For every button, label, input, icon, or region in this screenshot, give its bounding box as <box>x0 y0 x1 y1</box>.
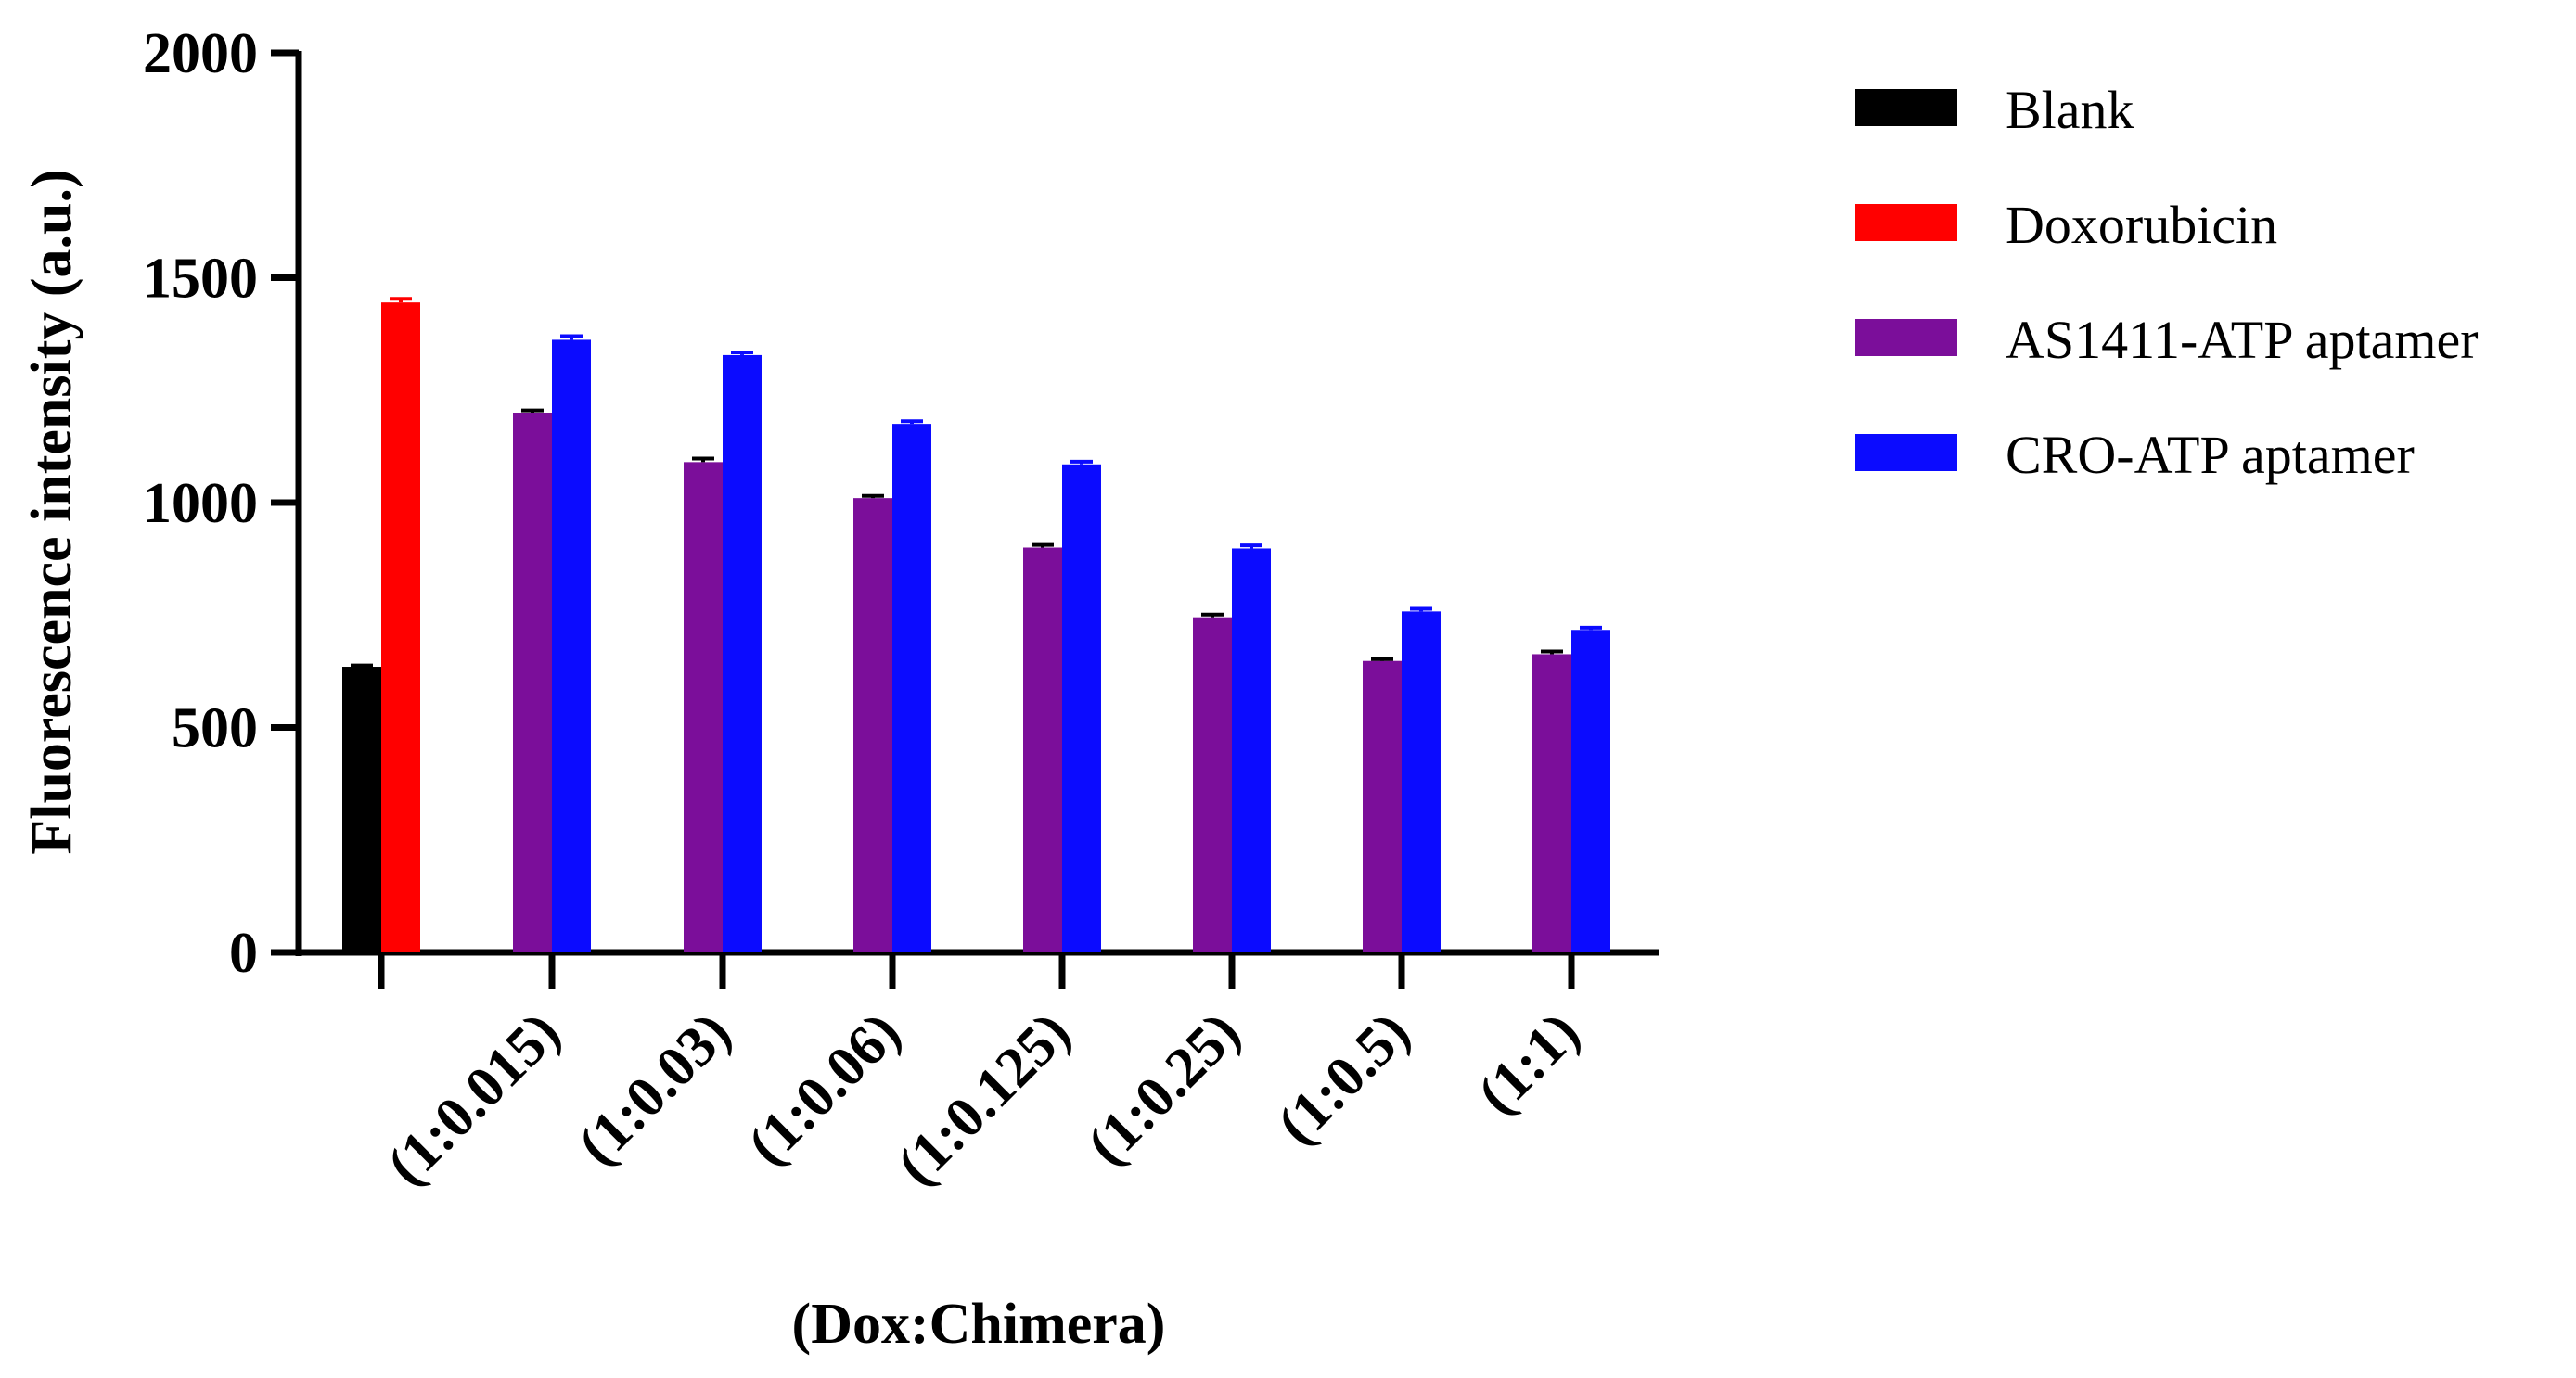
bar <box>552 339 591 952</box>
y-tick-label: 0 <box>229 922 258 985</box>
y-axis-title: Fluorescence intensity (a.u.) <box>20 169 83 854</box>
bar <box>513 413 552 952</box>
x-category-label: (1:0.5) <box>1265 1001 1422 1157</box>
bar <box>1232 548 1271 952</box>
bar <box>1402 611 1441 952</box>
x-category-label: (1:0.015) <box>375 1001 571 1197</box>
x-category-label: (1:0.06) <box>736 1001 913 1178</box>
y-tick-label: 1500 <box>143 248 258 311</box>
bar <box>853 498 892 952</box>
y-tick-label: 2000 <box>143 22 258 85</box>
bar <box>1532 654 1571 952</box>
x-category-label: (1:0.03) <box>566 1001 743 1178</box>
x-category-label: (1:0.25) <box>1075 1001 1252 1178</box>
legend-label: Doxorubicin <box>2006 195 2277 255</box>
bar <box>1193 617 1232 952</box>
legend-label: Blank <box>2006 80 2134 140</box>
bar <box>1062 464 1101 952</box>
legend-swatch <box>1855 319 1957 356</box>
x-category-label: (1:0.125) <box>885 1001 1082 1197</box>
bar <box>892 424 931 952</box>
bar <box>1363 660 1402 952</box>
y-tick-label: 500 <box>172 697 258 760</box>
bar <box>723 354 762 952</box>
x-category-label: (1:1) <box>1466 1001 1592 1127</box>
bar <box>1571 630 1610 952</box>
legend-label: AS1411-ATP aptamer <box>2006 310 2479 370</box>
bar <box>342 667 381 952</box>
bar <box>684 462 723 953</box>
legend-swatch <box>1855 204 1957 241</box>
legend-label: CRO-ATP aptamer <box>2006 425 2415 485</box>
bar <box>381 302 420 952</box>
legend-swatch <box>1855 434 1957 471</box>
legend-swatch <box>1855 89 1957 126</box>
y-tick-label: 1000 <box>143 472 258 535</box>
x-axis-title: (Dox:Chimera) <box>792 1293 1166 1356</box>
bar <box>1023 547 1062 952</box>
